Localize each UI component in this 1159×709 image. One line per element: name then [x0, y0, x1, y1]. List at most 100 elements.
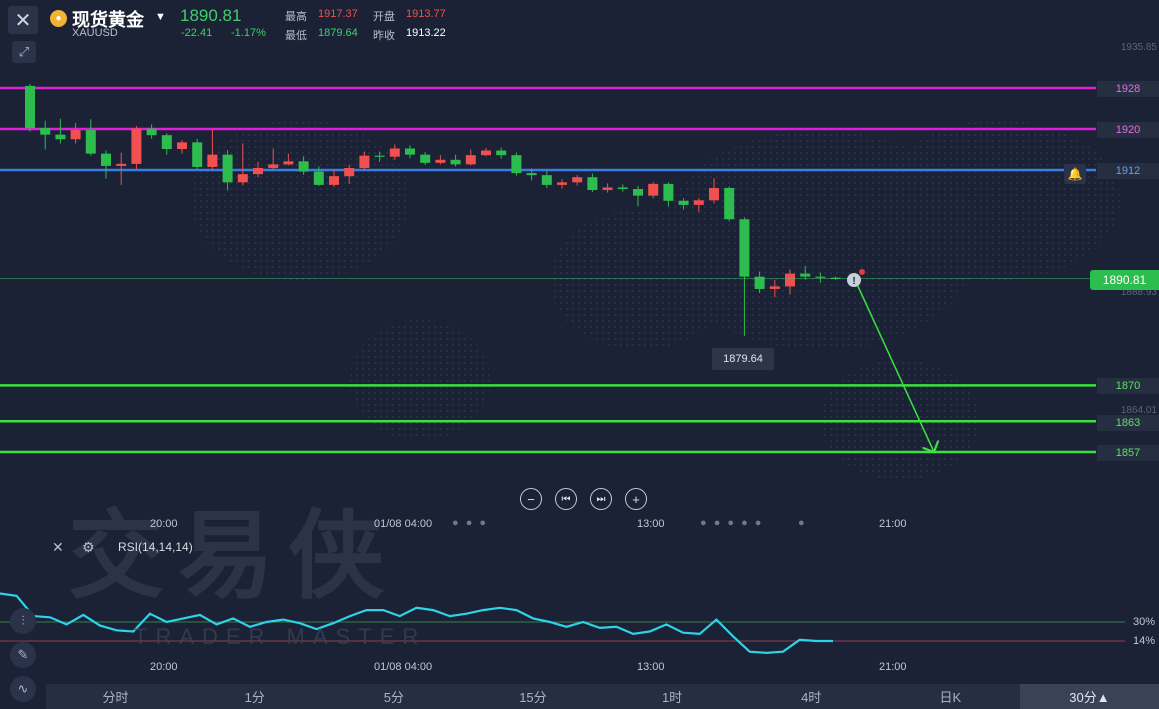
candle — [161, 133, 172, 155]
alert-dot-icon — [859, 269, 865, 275]
candle-tool-icon[interactable]: ⫶ — [10, 608, 36, 634]
candle — [313, 166, 324, 186]
candle — [678, 198, 689, 210]
candle — [85, 119, 96, 156]
time-label: 21:00 — [879, 518, 907, 530]
chevron-down-icon[interactable]: ▼ — [155, 11, 166, 23]
candle — [237, 143, 248, 186]
candle-body — [800, 273, 811, 277]
alert-marker-icon[interactable] — [847, 273, 861, 287]
price-change: -22.41 — [181, 27, 213, 39]
settings-icon[interactable]: ⚙ — [82, 539, 95, 555]
candle-body — [830, 277, 841, 279]
y-axis-top-label: 1935.85 — [1120, 42, 1157, 53]
candle — [253, 161, 263, 178]
candle — [405, 145, 415, 159]
candle-body — [724, 187, 735, 220]
candle — [116, 152, 127, 185]
candle — [131, 125, 142, 170]
scroll-end-button[interactable]: ⏭ — [590, 488, 612, 510]
candle-body — [40, 127, 51, 135]
low-price-callout: 1879.64 — [712, 348, 774, 370]
indicator-icon[interactable]: ∿ — [10, 676, 36, 702]
rsi-time-label: 20:00 — [150, 661, 178, 673]
candle — [55, 118, 66, 144]
prev-close-label: 昨收 — [373, 30, 395, 42]
candle-body — [85, 130, 96, 154]
low-label: 最低 — [285, 30, 307, 42]
candle — [283, 153, 294, 166]
fullscreen-button[interactable]: ⤢ — [12, 41, 36, 63]
candle-body — [633, 188, 643, 196]
candle — [481, 147, 491, 157]
candle-body — [177, 142, 187, 150]
zoom-out-button[interactable]: − — [520, 488, 542, 510]
tab-timeframe[interactable]: 5分 — [383, 690, 404, 705]
candle — [648, 181, 659, 199]
event-markers[interactable]: ● ● ● — [452, 517, 489, 529]
scroll-start-button[interactable]: ⏮ — [555, 488, 577, 510]
candle-body — [283, 161, 294, 165]
tab-timeframe[interactable]: 4时 — [801, 690, 822, 705]
candle — [557, 179, 567, 189]
level-tag-1857: 1857 — [1097, 445, 1159, 461]
timeframe-bar: 分时 1分 5分 15分 1时 4时 日K 30分▲ — [46, 684, 1159, 709]
current-price-tag: 1890.81 — [1090, 270, 1159, 290]
zoom-in-button[interactable]: + — [625, 488, 647, 510]
candle — [298, 156, 309, 175]
candle — [344, 164, 355, 184]
tab-timeframe-active[interactable]: 30分▲ — [1019, 684, 1159, 709]
prev-close-value: 1913.22 — [406, 27, 446, 39]
rsi-time-label: 21:00 — [879, 661, 907, 673]
rsi-time-label: 13:00 — [637, 661, 665, 673]
candle — [435, 155, 446, 165]
event-markers[interactable]: ● — [798, 517, 805, 529]
candle-body — [526, 173, 537, 176]
candle — [465, 149, 476, 166]
y-axis-bottom-label: 1864.01 — [1120, 405, 1157, 416]
candle-body — [207, 154, 218, 167]
bell-icon[interactable]: 🔔 — [1064, 164, 1086, 184]
candle-body — [116, 163, 127, 166]
close-button[interactable]: ✕ — [8, 6, 38, 34]
tab-timeframe[interactable]: 1分 — [244, 690, 265, 705]
candle-body — [693, 200, 704, 205]
candle — [800, 265, 811, 280]
candle-body — [192, 142, 203, 167]
candle — [101, 150, 111, 179]
candle-body — [222, 154, 233, 183]
candle — [496, 147, 507, 159]
candle-body — [602, 187, 613, 191]
candle — [207, 129, 218, 171]
alert-marker-glyph: ! — [852, 276, 855, 287]
rsi-line — [0, 592, 833, 655]
tab-timeframe[interactable]: 日K — [939, 690, 962, 705]
candle-body — [465, 155, 476, 165]
candle-body — [420, 154, 431, 163]
candle — [785, 269, 795, 295]
instrument-title[interactable]: 现货黄金 — [72, 10, 144, 30]
open-label: 开盘 — [373, 11, 395, 23]
candle-body — [405, 148, 415, 155]
tab-timeframe[interactable]: 分时 — [102, 690, 129, 705]
candle-body — [161, 135, 172, 150]
level-tag-1912: 1912 — [1097, 163, 1159, 179]
candle — [192, 138, 203, 170]
level-tag-1870: 1870 — [1097, 378, 1159, 394]
rsi-time-label: 01/08 04:00 — [374, 661, 433, 673]
tab-timeframe[interactable]: 15分 — [519, 690, 547, 705]
high-value: 1917.37 — [318, 8, 358, 20]
high-label: 最高 — [285, 11, 307, 23]
candle — [374, 151, 385, 162]
candle — [268, 148, 279, 171]
draw-pencil-icon[interactable]: ✎ — [10, 642, 36, 668]
tab-timeframe[interactable]: 1时 — [661, 690, 683, 705]
candle — [177, 140, 187, 154]
candle-body — [253, 167, 263, 175]
candle — [617, 184, 628, 192]
watermark-cn: 交易侠 — [68, 503, 398, 610]
event-markers[interactable]: ● ● ● ● ● — [700, 517, 764, 529]
gold-coin-icon: ● — [50, 10, 67, 27]
close-indicator-icon[interactable]: ✕ — [52, 539, 64, 555]
